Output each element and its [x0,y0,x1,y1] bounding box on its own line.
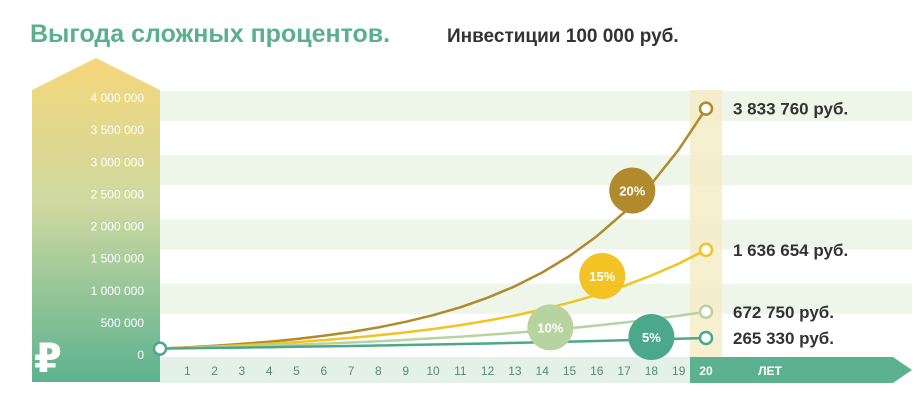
series-badge [579,252,626,299]
end-value-label: 672 750 руб. [733,303,834,322]
y-tick-label: 3 500 000 [91,123,145,137]
end-value-label: 1 636 654 руб. [733,241,848,260]
x-tick-label: 19 [672,364,686,378]
end-value-labels: 265 330 руб. 672 750 руб. 1 636 654 руб. 3 … [733,100,848,348]
x-tick-label: 1 [184,364,191,378]
grid-bands [160,91,912,314]
y-tick-label: 4 000 000 [91,91,145,105]
grid-band [160,219,912,250]
y-tick-label: 1 500 000 [91,252,145,266]
x-tick-label: 6 [320,364,327,378]
x-tick-label: 3 [239,364,246,378]
x-tick-label: 14 [536,364,550,378]
x-tick-label: 12 [481,364,495,378]
y-axis-arrow [32,58,160,382]
x-tick-label: 5 [293,364,300,378]
chart-title: Выгода сложных процентов. [30,20,390,48]
y-tick-label: 0 [137,348,144,362]
x-axis-tick-area [160,357,690,383]
series-end-marker [698,101,714,116]
x-tick-label: 15 [563,364,577,378]
series-badges: 20% 15% 10% 5% [527,167,675,361]
series-end-marker [698,330,714,346]
series-badge-label: 20% [619,184,645,199]
y-tick-label: 2 500 000 [91,187,145,201]
x-tick-labels: 1 2 3 4 5 6 7 8 9 10 11 12 13 14 15 16 17 18 19 20 [184,357,722,383]
x-tick-label: 13 [508,364,522,378]
x-tick-label: 8 [375,364,382,378]
ruble-icon: ₽ [34,337,62,381]
series-end-marker [698,242,714,258]
x-tick-label: 11 [454,364,467,378]
x-tick-label: 2 [211,364,218,378]
series-line-10pct [159,310,707,350]
series-badge [527,304,574,351]
x-tick-label: 20 [699,364,713,378]
series-badge [628,314,675,361]
end-value-label: 265 330 руб. [733,329,834,348]
series-badge [609,167,656,214]
grid-band [160,283,912,314]
grid-band [160,91,912,122]
x-tick-label: 18 [645,364,659,378]
series-line-20pct [159,108,708,350]
x-tick-highlight [690,357,722,383]
x-tick-label: 7 [348,364,355,378]
y-tick-label: 2 000 000 [91,220,145,234]
y-tick-label: 1 000 000 [91,284,145,298]
x-tick-label: 16 [590,364,604,378]
series-line-5pct [159,336,707,350]
y-tick-labels: 0 500 000 1 000 000 1 500 000 2 000 000 2 500… [91,91,145,362]
series-badge-label: 5% [642,330,661,345]
grid-band [160,155,912,186]
series-end-marker [698,304,714,320]
x-tick-label: 9 [402,364,409,378]
end-value-label: 3 833 760 руб. [733,100,848,119]
x-axis-unit-label: ЛЕТ [758,364,782,378]
y-tick-label: 3 000 000 [91,155,145,169]
series-start-marker [152,341,168,356]
x-tick-label: 17 [617,364,631,378]
series-badge-label: 15% [589,269,615,284]
chart-subtitle: Инвестиции 100 000 руб. [447,26,679,47]
x-tick-label: 4 [266,364,273,378]
series-badge-label: 10% [537,320,563,335]
x-tick-label: 10 [426,364,440,378]
y-tick-label: 500 000 [101,316,145,330]
